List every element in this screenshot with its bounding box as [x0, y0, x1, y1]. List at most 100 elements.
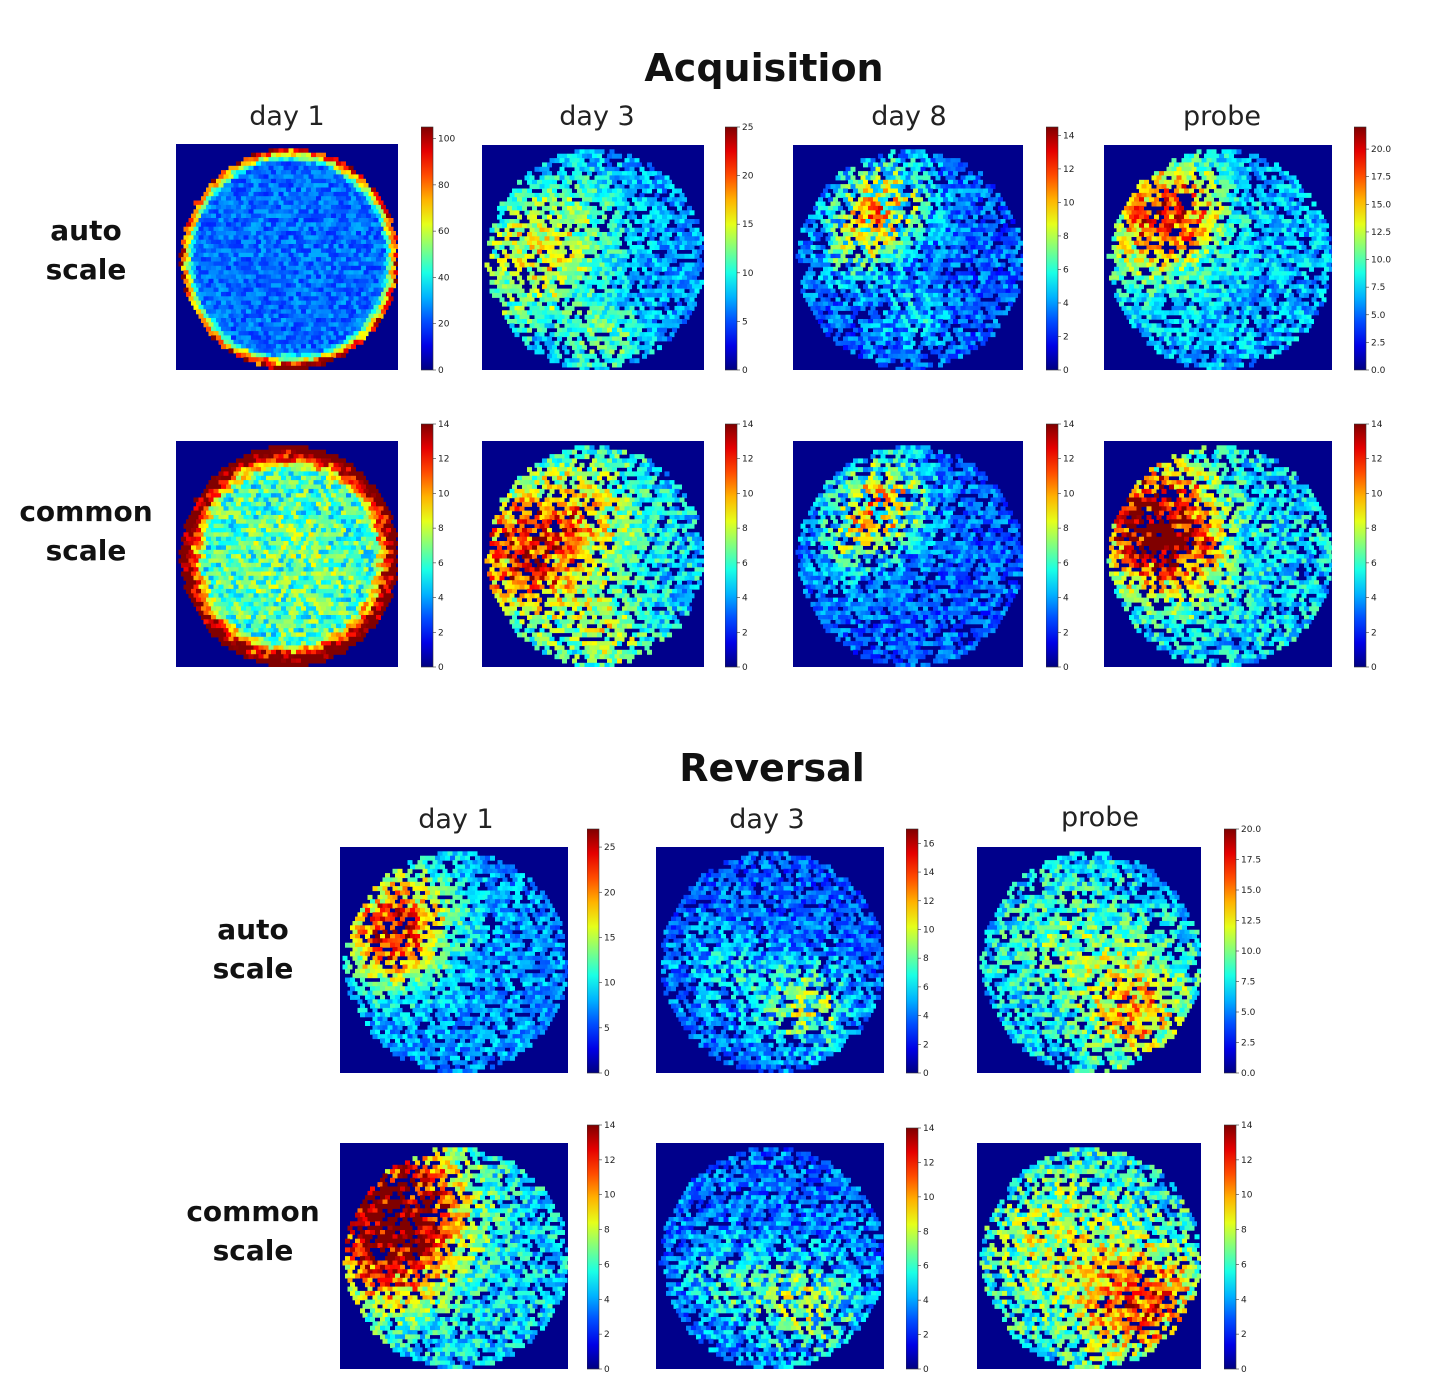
heatmap-cell — [1216, 158, 1222, 164]
heatmap-cell — [970, 184, 976, 190]
heatmap-cell — [549, 253, 555, 259]
heatmap-cell — [848, 249, 853, 255]
heatmap-cell — [286, 196, 291, 202]
heatmap-cell — [965, 227, 971, 233]
heatmap-cell — [1221, 175, 1227, 181]
heatmap-cell — [203, 218, 209, 223]
heatmap-cell — [895, 332, 901, 338]
heatmap-cell — [958, 197, 963, 203]
heatmap-cell — [629, 332, 635, 338]
heatmap-cell — [574, 227, 580, 233]
heatmap-cell — [311, 231, 316, 236]
heatmap-cell — [268, 174, 274, 180]
heatmap-cell — [890, 297, 896, 303]
heatmap-cell — [298, 252, 304, 258]
heatmap-cell — [492, 292, 497, 298]
heatmap-cell — [497, 266, 502, 272]
heatmap-cell — [930, 314, 936, 320]
heatmap-cell — [236, 213, 241, 219]
heatmap-cell — [489, 271, 495, 277]
heatmap-cell — [198, 270, 204, 276]
heatmap-cell — [1191, 158, 1197, 164]
heatmap-cell — [311, 300, 316, 306]
heatmap-cell — [378, 252, 384, 258]
heatmap-cell — [577, 275, 582, 281]
heatmap-cell — [527, 214, 532, 220]
heatmap-cell — [308, 200, 314, 206]
heatmap-cell — [1206, 192, 1212, 198]
heatmap-cell — [800, 288, 806, 294]
colorbar-tick-label: 6 — [1063, 265, 1069, 275]
heatmap-cell — [278, 296, 284, 302]
heatmap-cell — [647, 179, 652, 185]
heatmap-cell — [938, 232, 943, 237]
heatmap-cell — [988, 214, 993, 220]
heatmap-cell — [343, 322, 349, 328]
heatmap-cell — [186, 265, 191, 271]
heatmap-cell — [544, 305, 550, 311]
heatmap-cell — [1144, 188, 1149, 194]
heatmap-cell — [890, 305, 896, 311]
heatmap-cell — [895, 340, 901, 346]
heatmap-cell — [1304, 205, 1309, 211]
heatmap-cell — [858, 171, 863, 177]
heatmap-cell — [980, 271, 986, 277]
heatmap-cell — [383, 235, 389, 241]
heatmap-cell — [840, 227, 846, 233]
heatmap-cell — [950, 184, 956, 190]
heatmap-cell — [386, 231, 391, 236]
heatmap-cell — [599, 297, 605, 303]
heatmap-cell — [865, 340, 871, 346]
heatmap-cell — [1244, 171, 1249, 177]
heatmap-cell — [664, 305, 670, 311]
heatmap-cell — [1005, 271, 1011, 277]
heatmap-cell — [216, 309, 221, 315]
heatmap-cell — [870, 314, 876, 320]
heatmap-cell — [659, 323, 665, 329]
heatmap-cell — [268, 235, 274, 241]
heatmap-cell — [950, 192, 956, 198]
heatmap-cell — [233, 183, 239, 189]
heatmap-cell — [273, 270, 279, 276]
heatmap-cell — [223, 270, 229, 276]
heatmap-cell — [1306, 210, 1312, 216]
heatmap-cell — [1020, 253, 1023, 259]
heatmap-cell — [542, 284, 547, 290]
heatmap-cell — [253, 218, 259, 223]
heatmap-cell — [343, 252, 349, 258]
heatmap-cell — [567, 362, 572, 368]
heatmap-cell — [517, 214, 522, 220]
heatmap-cell — [564, 332, 570, 338]
heatmap-cell — [356, 291, 361, 297]
heatmap-cell — [323, 174, 329, 180]
heatmap-cell — [905, 227, 911, 233]
heatmap-cell — [238, 226, 244, 232]
heatmap-cell — [243, 157, 249, 163]
heatmap-cell — [694, 271, 700, 277]
heatmap-cell — [913, 258, 918, 264]
heatmap-cell — [517, 310, 522, 316]
heatmap-cell — [965, 288, 971, 294]
heatmap-cell — [353, 313, 359, 319]
heatmap-cell — [845, 332, 851, 338]
heatmap-cell — [850, 175, 856, 181]
heatmap-cell — [539, 305, 545, 311]
heatmap-cell — [226, 265, 231, 271]
heatmap-cell — [208, 322, 214, 328]
heatmap-cell — [1174, 179, 1179, 185]
heatmap-cell — [376, 257, 381, 263]
heatmap-cell — [231, 213, 236, 219]
heatmap-cell — [803, 275, 808, 281]
heatmap-cell — [328, 235, 334, 241]
heatmap-cell — [353, 261, 359, 267]
heatmap-cell — [910, 227, 916, 233]
heatmap-cell — [381, 291, 386, 297]
heatmap-cell — [303, 304, 309, 310]
heatmap-cell — [1289, 205, 1294, 211]
heatmap-cell — [955, 227, 961, 233]
heatmap-cell — [266, 204, 271, 210]
heatmap-cell — [624, 166, 630, 172]
heatmap-cell — [507, 284, 512, 290]
heatmap-cell — [574, 158, 580, 164]
heatmap-cell — [268, 322, 274, 328]
